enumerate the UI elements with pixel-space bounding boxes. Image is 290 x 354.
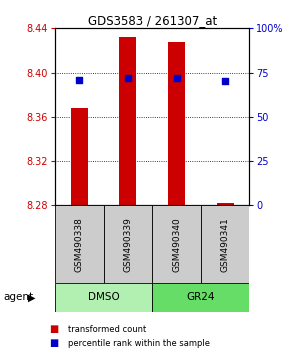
- Point: [126, 75, 130, 81]
- Text: ■: ■: [49, 338, 59, 348]
- FancyBboxPatch shape: [152, 205, 201, 283]
- Bar: [168, 42, 185, 205]
- Text: transformed count: transformed count: [68, 325, 146, 334]
- Text: agent: agent: [3, 292, 33, 302]
- Point: [77, 77, 82, 82]
- Text: DMSO: DMSO: [88, 292, 119, 302]
- Bar: [119, 37, 137, 205]
- FancyBboxPatch shape: [201, 205, 249, 283]
- Text: GR24: GR24: [186, 292, 215, 302]
- FancyBboxPatch shape: [55, 283, 152, 312]
- Point: [174, 75, 179, 81]
- Text: GSM490339: GSM490339: [124, 217, 133, 272]
- Point: [223, 79, 227, 84]
- Text: GSM490341: GSM490341: [221, 217, 230, 272]
- Title: GDS3583 / 261307_at: GDS3583 / 261307_at: [88, 14, 217, 27]
- Text: ▶: ▶: [28, 292, 35, 302]
- Text: ■: ■: [49, 324, 59, 334]
- Text: percentile rank within the sample: percentile rank within the sample: [68, 339, 210, 348]
- Bar: [71, 108, 88, 205]
- FancyBboxPatch shape: [55, 205, 104, 283]
- Text: GSM490338: GSM490338: [75, 217, 84, 272]
- Text: GSM490340: GSM490340: [172, 217, 181, 272]
- FancyBboxPatch shape: [152, 283, 249, 312]
- Bar: [217, 203, 234, 205]
- FancyBboxPatch shape: [104, 205, 152, 283]
